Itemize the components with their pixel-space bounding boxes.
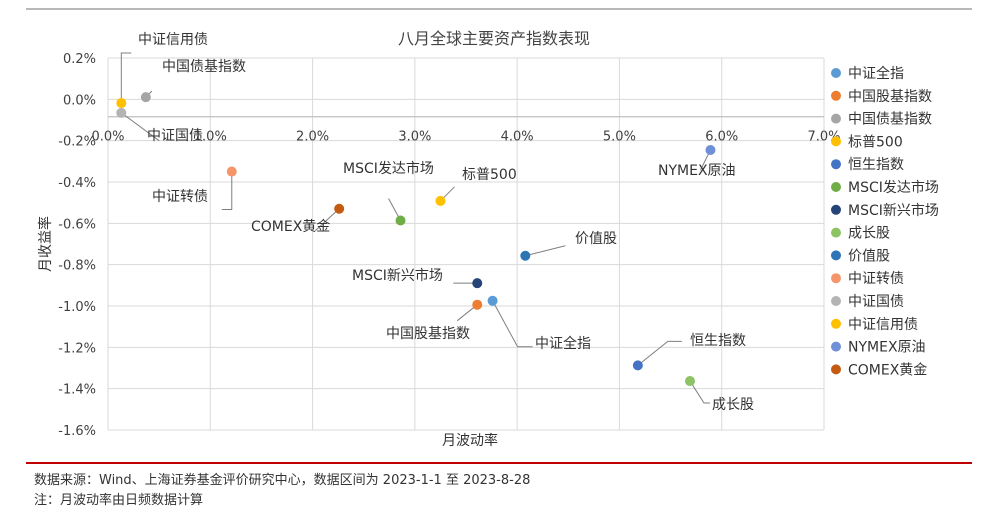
data-point xyxy=(705,145,716,156)
y-tick-label: -0.6% xyxy=(58,217,96,232)
label-leader-lines xyxy=(120,52,711,404)
scatter-chart: 0.0% 1.0% 2.0% 3.0% 4.0% 5.0% 6.0% 7.0% 0.2%0.0… xyxy=(37,29,939,449)
data-point xyxy=(487,295,498,306)
y-tick-label: -1.2% xyxy=(58,341,96,356)
leader-line xyxy=(637,340,682,366)
x-tick-label: 5.0% xyxy=(603,130,636,145)
data-point xyxy=(472,299,483,310)
point-label: 中证全指 xyxy=(535,335,591,352)
y-axis-label: 月收益率 xyxy=(37,216,54,272)
y-tick-label: -0.8% xyxy=(58,259,96,274)
point-label: MSCI新兴市场 xyxy=(352,267,443,284)
y-tick-label: -1.0% xyxy=(58,300,96,315)
y-tick-label: -0.2% xyxy=(58,135,96,150)
leader-line xyxy=(525,245,566,257)
x-tick-label: 6.0% xyxy=(705,130,738,145)
legend-label: 标普500 xyxy=(848,134,903,150)
data-point xyxy=(116,107,127,118)
x-axis-label: 月波动率 xyxy=(442,432,498,449)
point-label: 成长股 xyxy=(712,397,754,413)
legend-label: MSCI新兴市场 xyxy=(848,202,939,219)
legend-marker xyxy=(831,227,841,238)
legend-label: NYMEX原油 xyxy=(848,340,926,356)
legend-marker xyxy=(831,159,841,170)
data-point xyxy=(435,195,446,206)
source-note: 数据来源：Wind、上海证券基金评价研究中心，数据区间为 2023-1-1 至 … xyxy=(34,473,531,488)
point-label: 价值股 xyxy=(575,231,617,247)
x-tick-label: 1.0% xyxy=(194,130,227,145)
point-label: NYMEX原油 xyxy=(658,163,736,179)
legend-label: 中证国债 xyxy=(848,294,904,310)
point-label: 恒生指数 xyxy=(690,333,746,349)
leader-line xyxy=(314,208,340,232)
leader-line xyxy=(492,300,533,348)
chart-title: 八月全球主要资产指数表现 xyxy=(398,29,590,48)
data-point xyxy=(395,215,406,226)
leader-line xyxy=(689,380,711,404)
data-point xyxy=(116,98,127,109)
legend-label: 中证信用债 xyxy=(848,317,918,333)
legend-label: 中证转债 xyxy=(848,271,904,287)
legend-label: 价值股 xyxy=(848,248,890,264)
legend-marker xyxy=(831,113,841,124)
data-point xyxy=(140,92,151,103)
data-point xyxy=(472,278,483,289)
legend-label: 中国债基指数 xyxy=(848,111,932,128)
legend-marker xyxy=(831,68,841,78)
legend-marker xyxy=(831,296,841,306)
x-tick-label: 2.0% xyxy=(296,130,329,145)
point-label: 标普500 xyxy=(462,167,517,183)
footnote: 注：月波动率由日频数据计算 xyxy=(34,493,204,508)
bottom-rule xyxy=(26,462,972,464)
data-point xyxy=(520,250,531,261)
x-tick-labels: 0.0% 1.0% 2.0% 3.0% 4.0% 5.0% 6.0% 7.0% xyxy=(91,130,840,145)
legend-marker xyxy=(831,90,841,101)
point-label: 中证国债 xyxy=(147,128,203,144)
data-point xyxy=(226,166,237,177)
legend-label: 中国股基指数 xyxy=(848,88,932,105)
x-tick-label: 4.0% xyxy=(501,130,534,145)
data-point xyxy=(334,203,345,214)
y-tick-labels: 0.2% 0.0% -0.2% -0.4% -0.6% -0.8% -1.0% -1.2% -1… xyxy=(58,52,96,439)
point-label: MSCI发达市场 xyxy=(343,160,434,177)
grid-lines xyxy=(107,57,825,431)
point-label: 中国股基指数 xyxy=(386,325,470,342)
point-label: 中证转债 xyxy=(152,189,208,205)
leader-line xyxy=(120,52,132,104)
point-label: 中证信用债 xyxy=(138,32,208,48)
legend-marker xyxy=(831,341,841,352)
point-label: 中国债基指数 xyxy=(162,58,246,75)
data-point xyxy=(685,376,696,387)
legend-marker xyxy=(831,318,841,329)
legend-marker xyxy=(831,364,841,375)
data-point xyxy=(632,360,643,371)
y-tick-label: -1.6% xyxy=(58,424,96,439)
legend-marker xyxy=(831,250,841,261)
legend-label: 成长股 xyxy=(848,226,890,242)
legend-label: 恒生指数 xyxy=(848,157,904,173)
legend-marker xyxy=(831,273,841,284)
top-rule xyxy=(26,8,972,10)
y-tick-label: 0.2% xyxy=(63,52,96,67)
point-label: COMEX黄金 xyxy=(251,218,330,235)
legend-marker xyxy=(831,136,841,147)
leader-line xyxy=(121,112,160,142)
legend-label: COMEX黄金 xyxy=(848,361,927,378)
data-points xyxy=(116,92,716,387)
y-tick-label: 0.0% xyxy=(63,93,96,108)
x-tick-label: 3.0% xyxy=(398,130,431,145)
legend-marker xyxy=(831,204,841,215)
y-tick-label: -1.4% xyxy=(58,383,96,398)
x-tick-label: 0.0% xyxy=(91,130,124,145)
legend-marker xyxy=(831,182,841,192)
legend-label: 中证全指 xyxy=(848,65,904,82)
y-tick-label: -0.4% xyxy=(58,176,96,191)
leader-line xyxy=(221,171,233,211)
legend-label: MSCI发达市场 xyxy=(848,179,939,196)
